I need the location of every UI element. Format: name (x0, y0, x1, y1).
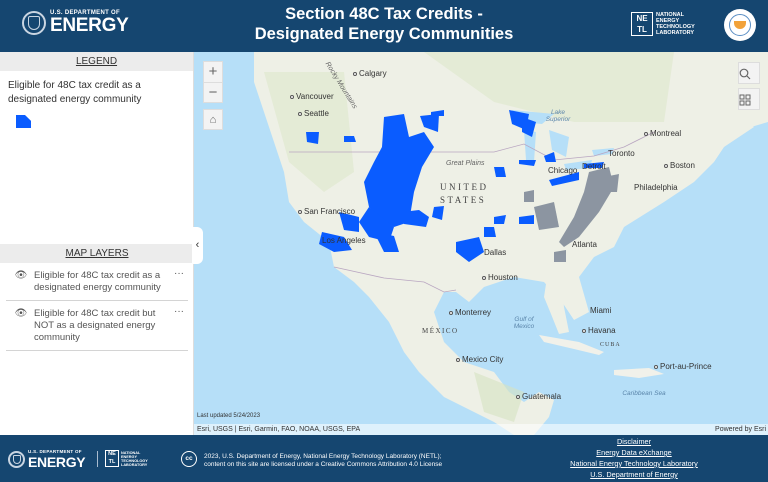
eye-icon[interactable]: 👁 (14, 270, 28, 281)
map-layers-heading: MAP LAYERS (0, 244, 194, 263)
map-layers-panel: MAP LAYERS 👁 Eligible for 48C tax credit… (0, 244, 194, 351)
last-updated: Last updated 5/24/2023 (197, 413, 261, 419)
map-attribution: Esri, USGS | Esri, Garmin, FAO, NOAA, US… (194, 424, 768, 435)
map-label-seattle: Seattle (298, 109, 329, 118)
map-label-great-plains: Great Plains (446, 160, 485, 167)
map-label-boston: Boston (664, 161, 695, 170)
map-label-united: UNITED (440, 182, 489, 192)
netl-text: TECHNOLOGY (121, 458, 148, 463)
more-options-icon[interactable]: ··· (174, 306, 184, 317)
layer-item-not-designated[interactable]: 👁 Eligible for 48C tax credit but NOT as… (6, 301, 188, 351)
map-label-philadelphia: Philadelphia (634, 183, 678, 192)
netl-text: LABORATORY (656, 30, 695, 36)
netl-text: NATIONAL (121, 450, 141, 455)
doe-logo[interactable]: U.S. DEPARTMENT OF ENERGY (22, 10, 129, 36)
zoom-out-button[interactable]: − (203, 82, 223, 103)
map-label-calgary: Calgary (353, 69, 387, 78)
page-title: Section 48C Tax Credits - Designated Ene… (200, 4, 568, 44)
map-label-chicago: Chicago (548, 166, 578, 175)
zoom-in-button[interactable]: + (203, 61, 223, 82)
disclaimer-link[interactable]: Disclaimer (616, 437, 652, 446)
page-title-line2: Designated Energy Communities (254, 25, 514, 43)
map-label-detroit: Detroit (582, 162, 606, 171)
copyright-line2: content on this site are licensed under … (204, 461, 443, 468)
layer-item-designated[interactable]: 👁 Eligible for 48C tax credit as a desig… (6, 263, 188, 301)
footer: U.S. DEPARTMENT OF ENERGY NE TL NATIONAL … (0, 435, 768, 482)
map-label-mexico-city: Mexico City (456, 355, 503, 364)
netl-text: ENERGY (121, 454, 138, 459)
legend-swatch-icon (16, 115, 31, 128)
doe-logo-subtitle: U.S. DEPARTMENT OF (50, 10, 120, 16)
map-label-dallas: Dallas (484, 248, 507, 257)
map-label-caribbean-sea: Caribbean Sea (622, 390, 666, 397)
map-label-toronto: Toronto (608, 149, 635, 158)
netl-text: TECHNOLOGY (656, 24, 695, 30)
doe-logo-subtitle: U.S. DEPARTMENT OF (28, 449, 82, 454)
netl-logo[interactable]: NE TL NATIONAL ENERGY TECHNOLOGY LABORATO… (631, 12, 695, 36)
basemap (254, 52, 768, 435)
powered-by-esri-link[interactable]: Powered by Esri (715, 426, 766, 433)
header: U.S. DEPARTMENT OF ENERGY Section 48C Ta… (0, 0, 768, 52)
creative-commons-icon: cc (181, 451, 197, 467)
map-label-cuba: CUBA (600, 342, 621, 348)
map-label-port-au-prince: Port-au-Prince (654, 362, 712, 371)
doe-logo-title: ENERGY (50, 15, 129, 36)
footer-links: Disclaimer Energy Data eXchange National… (556, 436, 712, 480)
basemap-gallery-button[interactable] (738, 88, 760, 110)
netl-text: ENERGY (656, 18, 680, 24)
map-label-houston: Houston (482, 273, 518, 282)
map-label-gulf-of-mexico: Gulf of Mexico (513, 316, 535, 330)
layer-label: Eligible for 48C tax credit but NOT as a… (34, 308, 156, 343)
doe-seal-icon (22, 10, 46, 35)
layer-label: Eligible for 48C tax credit as a designa… (34, 270, 161, 293)
netl-mark-icon: NE TL (631, 12, 653, 36)
map-view[interactable]: Calgary Vancouver Seattle Rocky Mountain… (194, 52, 768, 435)
search-icon (739, 68, 751, 80)
doe-logo-title: ENERGY (28, 453, 86, 470)
map-label-lake-superior: Lake Superior (545, 109, 571, 123)
map-label-los-angeles: Los Angeles (322, 236, 366, 245)
map-label-montreal: Montreal (644, 129, 681, 138)
map-label-havana: Havana (582, 326, 616, 335)
energy-communities-seal-icon (724, 9, 756, 41)
copyright-line1: 2023, U.S. Department of Energy, Nationa… (204, 453, 442, 460)
footer-doe-logo[interactable]: U.S. DEPARTMENT OF ENERGY (8, 449, 86, 470)
page-title-line1: Section 48C Tax Credits - (285, 5, 483, 23)
netl-mark-icon: NE TL (105, 450, 119, 467)
energy-data-exchange-link[interactable]: Energy Data eXchange (596, 448, 672, 457)
map-label-san-francisco: San Francisco (298, 207, 355, 216)
more-options-icon[interactable]: ··· (174, 268, 184, 279)
collapse-panel-button[interactable]: ‹ (192, 227, 203, 264)
legend-item-label: Eligible for 48C tax credit as a designa… (8, 80, 142, 105)
side-panel: LEGEND Eligible for 48C tax credit as a … (0, 52, 194, 435)
basemap-gallery-icon (739, 94, 751, 106)
eye-icon[interactable]: 👁 (14, 308, 28, 319)
doe-seal-icon (8, 450, 25, 468)
map-label-mexico: MÉXICO (422, 327, 459, 335)
map-label-miami: Miami (590, 306, 612, 315)
doe-link[interactable]: U.S. Department of Energy (590, 470, 678, 479)
copyright-text: 2023, U.S. Department of Energy, Nationa… (204, 453, 442, 469)
attribution-text: Esri, USGS | Esri, Garmin, FAO, NOAA, US… (197, 426, 361, 433)
home-button[interactable]: ⌂ (203, 109, 223, 130)
map-label-monterrey: Monterrey (449, 308, 491, 317)
netl-link[interactable]: National Energy Technology Laboratory (570, 459, 698, 468)
legend-heading: LEGEND (0, 52, 193, 71)
search-button[interactable] (738, 62, 760, 84)
netl-text: NATIONAL (656, 12, 685, 18)
netl-text: LABORATORY (121, 462, 148, 467)
home-icon: ⌂ (209, 114, 217, 126)
map-label-states: STATES (440, 195, 487, 205)
map-label-vancouver: Vancouver (290, 92, 334, 101)
map-label-atlanta: Atlanta (572, 240, 597, 249)
logo-divider (97, 451, 98, 467)
footer-netl-logo[interactable]: NE TL NATIONAL ENERGY TECHNOLOGY LABORATO… (105, 450, 148, 467)
map-label-guatemala: Guatemala (516, 392, 561, 401)
